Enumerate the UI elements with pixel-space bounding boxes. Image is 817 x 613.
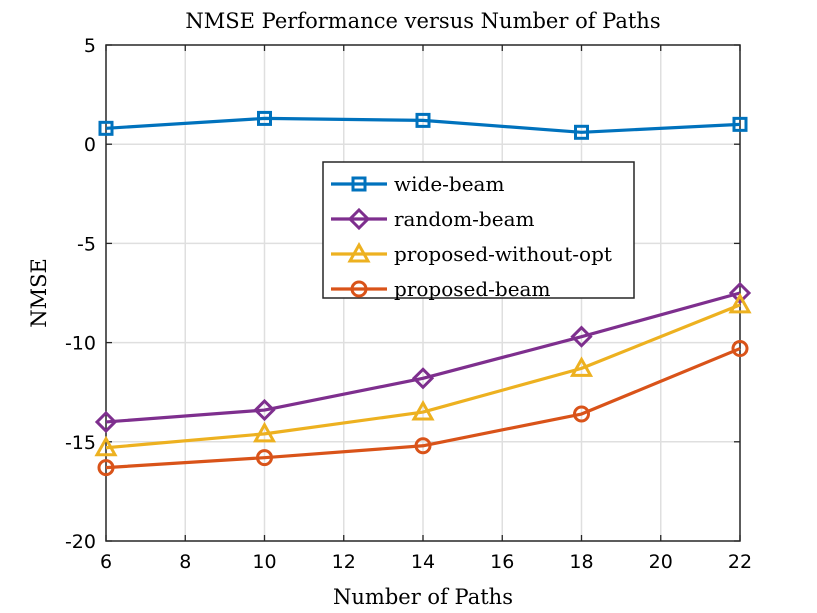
data-point-circle <box>414 437 432 455</box>
y-axis-label: NMSE <box>27 258 51 328</box>
legend-entry: proposed-without-opt <box>331 241 612 266</box>
series-line <box>105 291 741 424</box>
legend-marker-circle <box>350 280 368 298</box>
chart-title: NMSE Performance versus Number of Paths <box>185 9 660 33</box>
y-tick-label: -20 <box>65 531 96 553</box>
legend-marker-triangle <box>347 241 371 263</box>
data-point-circle <box>97 459 115 477</box>
legend-entry: random-beam <box>331 207 534 231</box>
data-point-circle <box>731 340 749 358</box>
legend-label: proposed-without-opt <box>394 242 612 266</box>
x-tick-label: 6 <box>100 551 112 573</box>
data-point-diamond <box>94 410 118 434</box>
series-line <box>105 347 741 470</box>
data-series <box>94 110 752 477</box>
legend-marker-diamond <box>347 207 371 231</box>
legend-entry: wide-beam <box>331 172 504 196</box>
series-proposed-beam <box>97 340 749 477</box>
data-point-triangle <box>728 292 752 314</box>
data-point-square <box>257 110 272 126</box>
x-tick-label: 10 <box>252 551 276 573</box>
x-tick-label: 14 <box>411 551 435 573</box>
data-point-diamond <box>570 325 593 348</box>
series-random-beam <box>94 281 752 434</box>
legend-label: proposed-beam <box>394 277 550 301</box>
x-tick-label: 8 <box>179 551 191 573</box>
data-point-diamond <box>728 281 752 305</box>
axis-ticks: 6 8 10 12 14 16 18 20 22 5 0 -5 -10 -15 -20 <box>65 35 752 573</box>
data-point-triangle <box>569 356 594 377</box>
series-line <box>105 116 741 134</box>
legend: wide-beam random-beam proposed-without-opt… <box>322 161 635 301</box>
y-tick-label: -15 <box>65 432 96 454</box>
data-point-square <box>98 120 114 136</box>
legend-marker-square <box>351 176 367 192</box>
data-point-triangle <box>411 399 435 421</box>
legend-label: random-beam <box>394 207 534 231</box>
legend-label: wide-beam <box>394 172 504 196</box>
legend-entry: proposed-beam <box>331 277 550 301</box>
data-point-circle <box>256 449 273 467</box>
data-point-square <box>415 112 431 128</box>
data-point-square <box>574 124 589 140</box>
y-tick-label: -5 <box>77 233 96 255</box>
series-wide-beam <box>98 110 748 140</box>
x-tick-label: 16 <box>490 551 514 573</box>
data-point-triangle <box>94 435 118 457</box>
x-tick-label: 22 <box>728 551 752 573</box>
series-line <box>105 303 741 450</box>
x-tick-label: 18 <box>569 551 593 573</box>
data-point-diamond <box>411 367 435 390</box>
x-axis-label: Number of Paths <box>333 585 513 609</box>
data-point-square <box>732 116 748 132</box>
data-point-circle <box>573 405 590 423</box>
x-tick-label: 12 <box>332 551 356 573</box>
x-tick-label: 20 <box>649 551 673 573</box>
data-point-triangle <box>252 421 277 443</box>
y-tick-label: 0 <box>84 134 96 156</box>
y-tick-label: -10 <box>65 333 96 355</box>
y-tick-label: 5 <box>84 35 96 57</box>
series-proposed-without-opt <box>94 292 752 457</box>
data-point-diamond <box>253 398 276 422</box>
